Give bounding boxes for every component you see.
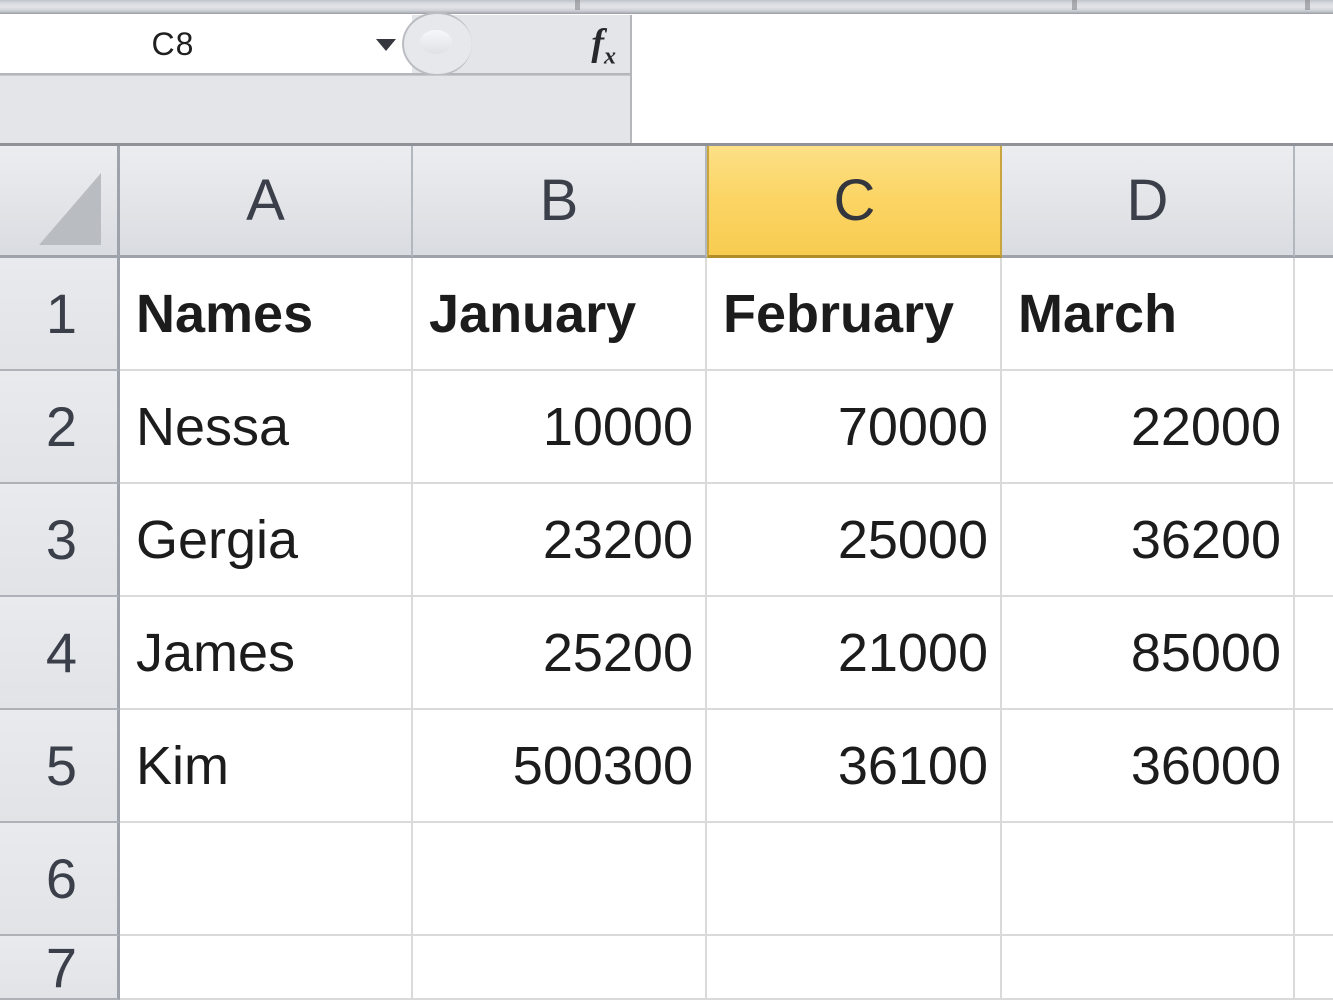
cell-B5[interactable]: 500300	[413, 710, 707, 823]
cell-partial-4[interactable]	[1295, 597, 1333, 710]
grid-top-border	[0, 143, 1333, 146]
column-header-D[interactable]: D	[1002, 146, 1295, 258]
cell-B2[interactable]: 10000	[413, 371, 707, 484]
cell-partial-1[interactable]	[1295, 258, 1333, 371]
cell-C5[interactable]: 36100	[707, 710, 1002, 823]
column-header-partial[interactable]	[1295, 146, 1333, 258]
cell-D3[interactable]: 36200	[1002, 484, 1295, 597]
formula-bar-divider: fx	[402, 12, 630, 76]
cell-A1[interactable]: Names	[120, 258, 413, 371]
cell-A6[interactable]	[120, 823, 413, 936]
cell-partial-3[interactable]	[1295, 484, 1333, 597]
cell-A3[interactable]: Gergia	[120, 484, 413, 597]
row-header-5[interactable]: 5	[0, 710, 120, 823]
ribbon-divider	[575, 0, 580, 10]
select-all-button[interactable]	[0, 146, 120, 258]
cell-partial-2[interactable]	[1295, 371, 1333, 484]
column-header-A[interactable]: A	[120, 146, 413, 258]
select-all-triangle-icon	[39, 173, 101, 245]
column-header-B[interactable]: B	[413, 146, 707, 258]
ribbon-divider	[1072, 0, 1077, 10]
formula-input[interactable]	[630, 15, 1333, 143]
cell-D1[interactable]: March	[1002, 258, 1295, 371]
ribbon-divider	[1305, 0, 1310, 10]
cell-C7[interactable]	[707, 936, 1002, 1000]
name-box-value: C8	[151, 25, 195, 62]
cell-B3[interactable]: 23200	[413, 484, 707, 597]
cell-B1[interactable]: January	[413, 258, 707, 371]
row-header-4[interactable]: 4	[0, 597, 120, 710]
cell-C1[interactable]: February	[707, 258, 1002, 371]
spreadsheet-grid: A B C D 1 Names January February March 2 Nessa 1000…	[0, 146, 1333, 1000]
cell-partial-6[interactable]	[1295, 823, 1333, 936]
cell-A7[interactable]	[120, 936, 413, 1000]
row-header-7[interactable]: 7	[0, 936, 120, 1000]
cell-B4[interactable]: 25200	[413, 597, 707, 710]
cell-C4[interactable]: 21000	[707, 597, 1002, 710]
chevron-down-icon[interactable]	[376, 39, 396, 51]
cell-B6[interactable]	[413, 823, 707, 936]
column-header-C[interactable]: C	[707, 146, 1002, 258]
ribbon-bottom-edge	[0, 0, 1333, 14]
row-header-2[interactable]: 2	[0, 371, 120, 484]
cell-partial-7[interactable]	[1295, 936, 1333, 1000]
insert-function-icon[interactable]: fx	[591, 22, 616, 70]
row-header-6[interactable]: 6	[0, 823, 120, 936]
name-box[interactable]: C8	[0, 15, 412, 75]
resize-handle-highlight	[420, 30, 452, 54]
cell-D6[interactable]	[1002, 823, 1295, 936]
cell-D7[interactable]	[1002, 936, 1295, 1000]
cell-B7[interactable]	[413, 936, 707, 1000]
cell-D4[interactable]: 85000	[1002, 597, 1295, 710]
cell-C2[interactable]: 70000	[707, 371, 1002, 484]
cell-C6[interactable]	[707, 823, 1002, 936]
cell-A2[interactable]: Nessa	[120, 371, 413, 484]
cell-C3[interactable]: 25000	[707, 484, 1002, 597]
formula-bar-left-filler	[0, 75, 630, 143]
cell-A5[interactable]: Kim	[120, 710, 413, 823]
cell-partial-5[interactable]	[1295, 710, 1333, 823]
cell-A4[interactable]: James	[120, 597, 413, 710]
row-header-3[interactable]: 3	[0, 484, 120, 597]
formula-bar-resize-handle[interactable]	[402, 12, 472, 76]
cell-D5[interactable]: 36000	[1002, 710, 1295, 823]
cell-D2[interactable]: 22000	[1002, 371, 1295, 484]
row-header-1[interactable]: 1	[0, 258, 120, 371]
